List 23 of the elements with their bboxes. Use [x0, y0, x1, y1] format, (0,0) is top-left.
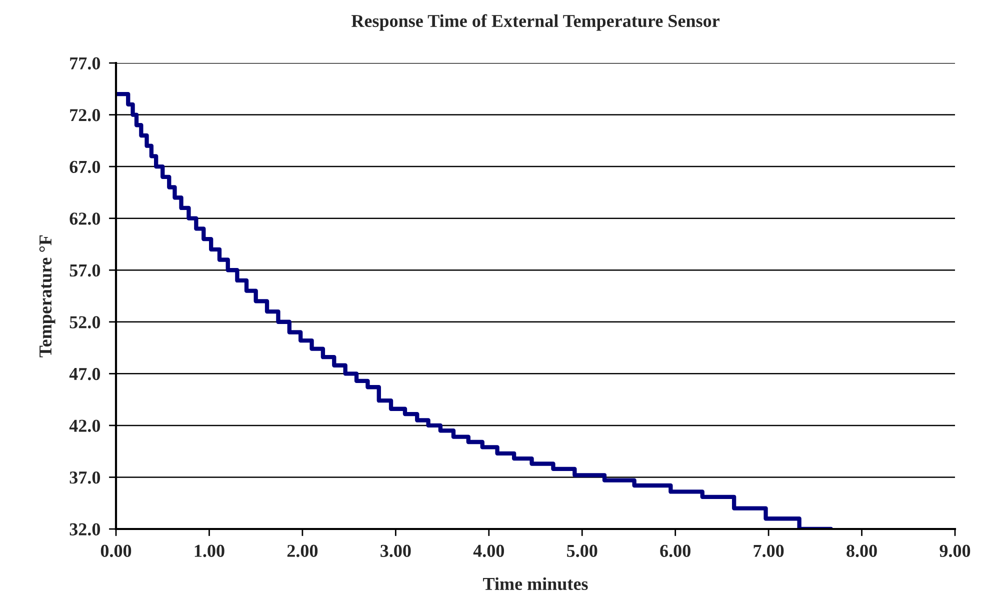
x-tick-label: 2.00: [287, 544, 318, 558]
y-tick-label: 37.0: [70, 471, 100, 484]
x-tick-label: 1.00: [194, 544, 224, 558]
y-tick-label: 32.0: [70, 523, 100, 536]
y-tick-label: 42.0: [69, 420, 100, 432]
y-tick-label: 57.0: [70, 264, 100, 277]
chart-title: Response Time of External Temperature Sensor: [351, 14, 720, 31]
x-tick-label: 7.00: [754, 544, 784, 558]
x-axis-title: Time minutes: [483, 577, 588, 590]
x-tick-label: 8.00: [846, 544, 877, 558]
y-tick-label: 77.0: [70, 57, 100, 70]
x-tick-label: 6.00: [660, 544, 690, 558]
y-axis-title: Temperature °F: [39, 235, 56, 358]
y-tick-label: 72.0: [70, 109, 100, 122]
x-tick-label: 0.00: [100, 544, 132, 558]
x-tick-label: 3.00: [380, 544, 411, 558]
x-tick-label: 9.00: [940, 544, 970, 558]
x-tick-label: 5.00: [567, 544, 598, 558]
y-tick-label: 62.0: [70, 212, 100, 225]
y-tick-label: 67.0: [70, 160, 100, 174]
y-tick-label: 47.0: [69, 368, 100, 380]
y-tick-label: 52.0: [70, 316, 100, 328]
x-tick-label: 4.00: [473, 544, 504, 558]
